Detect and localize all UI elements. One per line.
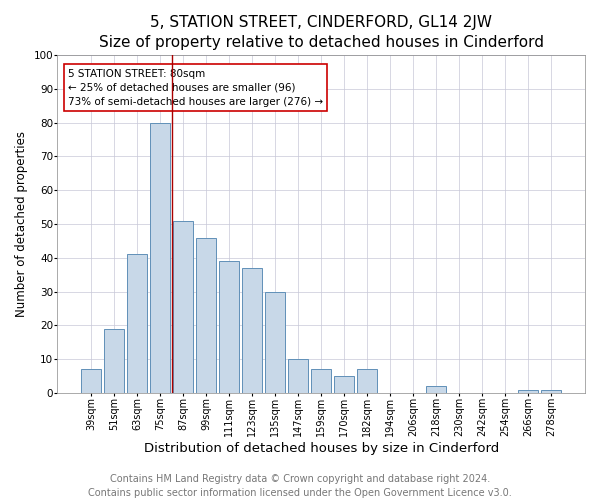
Bar xyxy=(358,370,377,393)
Bar xyxy=(518,390,538,393)
Title: 5, STATION STREET, CINDERFORD, GL14 2JW
Size of property relative to detached ho: 5, STATION STREET, CINDERFORD, GL14 2JW … xyxy=(98,15,544,50)
Bar xyxy=(127,254,147,393)
Bar xyxy=(220,261,239,393)
Bar xyxy=(334,376,354,393)
Bar xyxy=(82,370,101,393)
Bar xyxy=(265,292,285,393)
Bar xyxy=(541,390,561,393)
Y-axis label: Number of detached properties: Number of detached properties xyxy=(15,131,28,317)
Bar xyxy=(242,268,262,393)
Text: Contains HM Land Registry data © Crown copyright and database right 2024.
Contai: Contains HM Land Registry data © Crown c… xyxy=(88,474,512,498)
Bar xyxy=(104,328,124,393)
X-axis label: Distribution of detached houses by size in Cinderford: Distribution of detached houses by size … xyxy=(143,442,499,455)
Text: 5 STATION STREET: 80sqm
← 25% of detached houses are smaller (96)
73% of semi-de: 5 STATION STREET: 80sqm ← 25% of detache… xyxy=(68,68,323,106)
Bar xyxy=(427,386,446,393)
Bar xyxy=(151,122,170,393)
Bar xyxy=(289,359,308,393)
Bar xyxy=(311,370,331,393)
Bar xyxy=(196,238,216,393)
Bar xyxy=(173,220,193,393)
